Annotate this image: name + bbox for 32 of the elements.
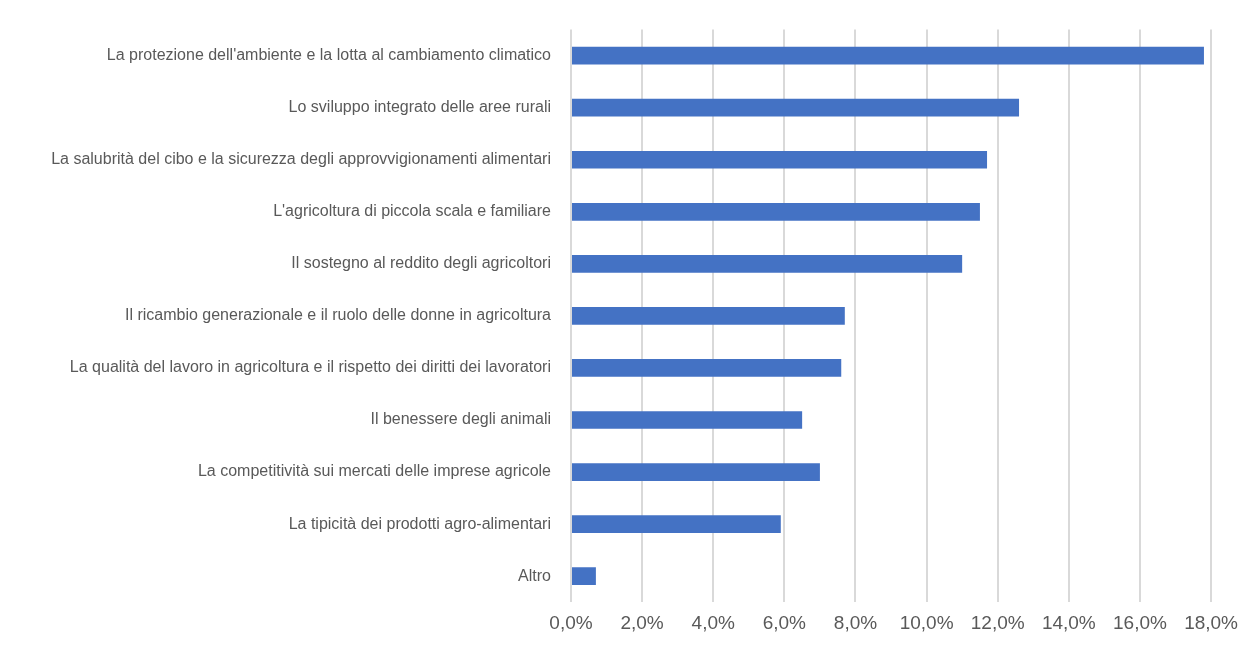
x-tick-label: 4,0% [691,611,735,633]
bar [572,46,1204,65]
x-tick-label: 8,0% [833,611,878,633]
y-tick-label: La tipicità dei prodotti agro-alimentari [288,514,551,532]
bar [572,411,803,429]
y-tick-label: Il ricambio generazionale e il ruolo delle donne in agricoltura [124,306,552,324]
x-tick-label: 18,0% [1184,611,1239,633]
y-tick-label: La competitività sui mercati delle imprese agricole [197,462,552,480]
bar [572,515,781,533]
x-tick-label: 2,0% [620,611,664,633]
bar [572,98,1020,117]
y-tick-label: La salubrità del cibo e la sicurezza degli approvvigionamenti alimentari [51,150,551,168]
x-tick-label: 6,0% [762,611,807,633]
y-tick-label: Lo sviluppo integrato delle aree rurali [288,98,551,116]
x-tick-label: 10,0% [899,611,954,633]
bar [572,150,988,169]
bar [572,202,980,221]
bar [572,307,845,325]
bar [572,359,842,377]
y-tick-label: Altro [518,566,552,584]
y-tick-label: La qualità del lavoro in agricoltura e il rispetto dei diritti dei lavoratori [69,358,551,376]
y-tick-label: La protezione dell'ambiente e la lotta al cambiamento climatico [106,46,552,64]
bar [572,463,820,481]
x-tick-label: 16,0% [1113,611,1167,633]
bar [572,567,596,586]
y-tick-label: L'agricoltura di piccola scala e familiare [273,202,552,220]
y-tick-label: Il benessere degli animali [370,410,551,428]
x-tick-label: 0,0% [549,611,593,633]
bar [572,255,963,273]
x-tick-label: 14,0% [1041,611,1096,633]
y-tick-label: Il sostegno al reddito degli agricoltori [291,254,551,272]
x-tick-label: 12,0% [970,611,1025,633]
